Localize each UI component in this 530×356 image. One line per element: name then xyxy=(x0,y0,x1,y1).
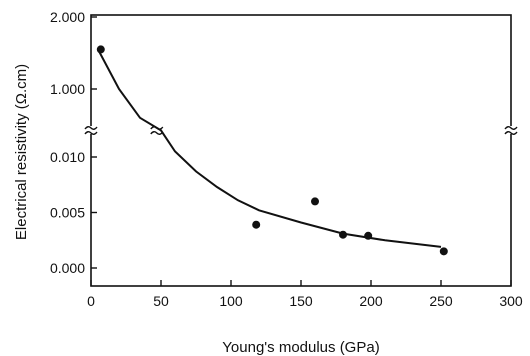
y-tick-label: 0.000 xyxy=(50,260,85,276)
plot-frame xyxy=(90,14,512,287)
right-axis-break xyxy=(504,131,518,135)
x-tick-label: 300 xyxy=(499,293,523,309)
data-points xyxy=(96,45,448,256)
y-tick-label: 0.005 xyxy=(50,205,85,221)
y-tick-label: 2.000 xyxy=(50,9,85,25)
data-point xyxy=(96,45,105,54)
data-point xyxy=(364,231,373,240)
axis-break-marks xyxy=(84,126,518,135)
x-axis-title: Young's modulus (GPa) xyxy=(222,339,379,356)
fitted-curve xyxy=(97,48,442,248)
x-tick-label: 200 xyxy=(359,293,383,309)
left-axis-break xyxy=(84,126,98,130)
x-tick-label: 250 xyxy=(429,293,453,309)
data-point xyxy=(439,247,448,256)
left-axis-break-gap xyxy=(85,126,97,134)
curve-break xyxy=(150,131,164,135)
data-point xyxy=(311,197,319,206)
x-tick-label: 0 xyxy=(87,293,95,309)
x-tick-label: 50 xyxy=(153,293,169,309)
y-tick-label: 0.010 xyxy=(50,149,85,165)
x-tick-label: 100 xyxy=(219,293,243,309)
left-axis-break xyxy=(84,131,98,135)
right-axis-break xyxy=(504,126,518,130)
y-tick-label: 1.000 xyxy=(50,81,85,97)
right-axis-break-gap xyxy=(505,126,517,134)
x-tick-label: 150 xyxy=(289,293,313,309)
curve-break-gap xyxy=(150,126,163,134)
y-axis-title: Electrical resistivity (Ω.cm) xyxy=(13,64,30,240)
data-point xyxy=(252,220,261,229)
data-point xyxy=(339,230,347,239)
tick-labels: 0 50 100 150 200 250 300 0.000 0.005 0.010 1.000 2.… xyxy=(50,9,523,309)
axis-ticks xyxy=(90,16,512,286)
